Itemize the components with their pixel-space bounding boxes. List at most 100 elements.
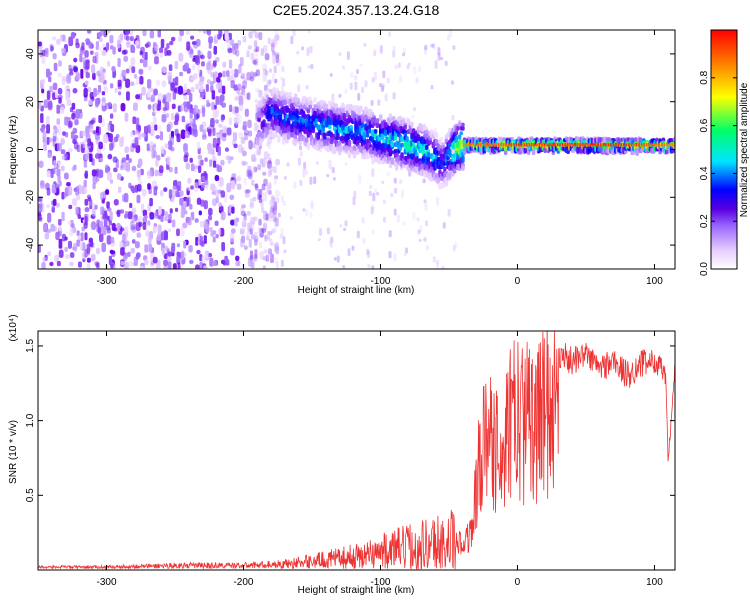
heatmap-cell-2565	[403, 124, 408, 130]
heatmap-cell-1964	[305, 137, 309, 143]
heatmap-cell-135	[271, 50, 276, 56]
heatmap-cell-2875	[454, 135, 459, 144]
heatmap-cell-12	[246, 93, 250, 100]
heatmap-cell-1218	[195, 264, 200, 269]
heatmap-cell-2176	[339, 145, 343, 152]
heatmap-cell-1480	[454, 241, 458, 249]
heatmap-cell-1211	[230, 232, 235, 243]
heatmap-cell-1549	[373, 71, 377, 80]
heatmap-cell-1036	[158, 125, 162, 133]
heatmap-cell-1099	[187, 186, 191, 191]
heatmap-cell-742	[134, 184, 138, 193]
heatmap-cell-379	[46, 115, 50, 126]
heatmap-cell-1563	[393, 177, 397, 184]
heatmap-cell-1608	[343, 227, 347, 232]
heatmap-cell-1345	[98, 115, 103, 124]
heatmap-cell-1588	[392, 50, 396, 58]
snr-xlabel: Height of straight line (km)	[298, 585, 415, 596]
spectrogram-cells	[38, 30, 675, 269]
heatmap-cell-2333	[365, 133, 370, 138]
heatmap-cell-565	[222, 70, 226, 78]
heatmap-cell-1071	[215, 82, 221, 90]
heatmap-cell-1101	[157, 215, 162, 220]
heatmap-cell-775	[218, 72, 223, 78]
heatmap-cell-1042	[49, 85, 53, 93]
heatmap-cell-1379	[246, 92, 251, 101]
heatmap-cell-161	[257, 192, 261, 199]
heatmap-cell-511	[200, 159, 204, 166]
heatmap-cell-1384	[203, 200, 208, 210]
heatmap-cell-1326	[154, 212, 158, 219]
heatmap-cell-973	[117, 79, 122, 87]
heatmap-cell-1202	[263, 68, 268, 75]
heatmap-cell-900	[256, 124, 260, 129]
heatmap-cell-1203	[83, 159, 88, 168]
heatmap-cell-1296	[213, 160, 217, 168]
heatmap-cell-1078	[238, 144, 243, 153]
heatmap-cell-64	[268, 238, 273, 243]
heatmap-cell-1115	[51, 207, 55, 213]
heatmap-cell-512	[168, 167, 173, 173]
heatmap-cell-1506	[331, 93, 335, 102]
heatmap-cell-631	[116, 173, 122, 180]
heatmap-cell-766	[48, 76, 52, 83]
heatmap-cell-2777	[438, 182, 442, 190]
heatmap-cell-2089	[324, 103, 329, 109]
y-tick-label-3: 20	[25, 96, 36, 108]
heatmap-cell-1252	[174, 114, 180, 122]
heatmap-cell-293	[54, 254, 60, 262]
heatmap-cell-924	[107, 171, 112, 181]
heatmap-cell-606	[126, 91, 130, 101]
heatmap-cell-935	[190, 185, 194, 190]
heatmap-cell-768	[95, 153, 100, 159]
heatmap-cell-1656	[275, 261, 279, 269]
heatmap-cell-1191	[198, 179, 202, 186]
heatmap-cell-995	[42, 257, 47, 262]
heatmap-cell-1487	[371, 77, 375, 83]
heatmap-cell-1978	[306, 142, 311, 151]
heatmap-cell-1073	[227, 47, 233, 54]
heatmap-cell-1293	[154, 46, 159, 51]
heatmap-cell-689	[45, 204, 51, 209]
heatmap-cell-184	[153, 150, 157, 158]
heatmap-cell-1531	[282, 236, 286, 245]
heatmap-cell-1441	[299, 145, 302, 151]
heatmap-cell-1244	[94, 261, 100, 267]
heatmap-cell-1297	[84, 198, 88, 206]
x-tick-label-1: -200	[233, 276, 253, 287]
heatmap-cell-198	[255, 88, 261, 93]
heatmap-cell-1418	[344, 88, 348, 94]
heatmap-cell-1417	[279, 234, 283, 239]
heatmap-cell-985	[66, 99, 72, 106]
heatmap-cell-86	[192, 64, 196, 71]
heatmap-cell-1604	[267, 247, 271, 253]
heatmap-cell-638	[199, 76, 205, 82]
heatmap-cell-628	[257, 164, 262, 171]
heatmap-cell-1241	[233, 43, 239, 50]
heatmap-cell-676	[204, 179, 209, 186]
heatmap-cell-165	[156, 79, 161, 86]
heatmap-cell-1371	[234, 218, 238, 227]
heatmap-cell-1601	[407, 62, 411, 66]
heatmap-cell-1631	[436, 196, 440, 206]
colorbar-tick-label-3: 0.6	[699, 118, 710, 132]
heatmap-cell-24	[64, 116, 69, 126]
heatmap-cell-1439	[338, 93, 342, 98]
heatmap-cell-1130	[168, 64, 173, 71]
heatmap-cell-867	[188, 92, 193, 102]
heatmap-cell-814	[65, 254, 70, 260]
heatmap-cell-1113	[163, 259, 168, 267]
heatmap-cell-255	[38, 160, 44, 168]
heatmap-cell-1639	[264, 234, 268, 239]
heatmap-cell-1610	[289, 216, 293, 220]
heatmap-cell-136	[38, 196, 43, 202]
heatmap-cell-1859	[286, 125, 291, 131]
heatmap-cell-1395	[217, 165, 222, 173]
heatmap-cell-1106	[194, 55, 199, 64]
heatmap-cell-696	[255, 46, 260, 52]
heatmap-cell-1391	[184, 62, 189, 70]
heatmap-cell-1	[155, 134, 160, 140]
heatmap-cell-869	[46, 136, 50, 145]
heatmap-cell-1652	[373, 48, 377, 53]
heatmap-cell-921	[163, 265, 169, 269]
